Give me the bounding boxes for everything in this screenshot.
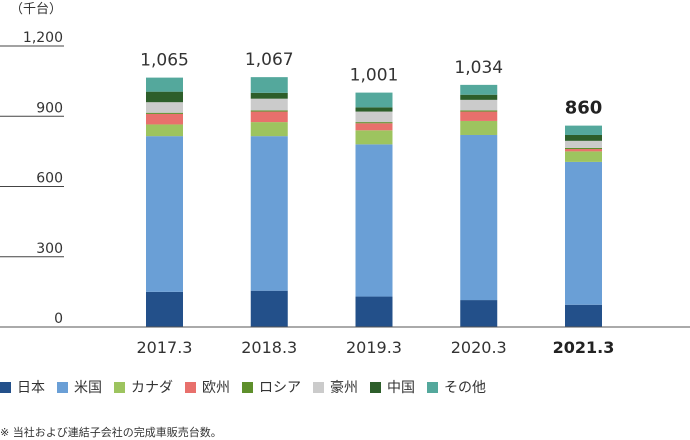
bar-segment-1 [460,300,498,327]
bar-segment-5 [355,122,393,124]
legend-item: ロシア [242,377,301,397]
legend-label: ロシア [259,380,301,396]
bar-segment-5 [146,112,183,114]
bar-segment-2 [565,161,602,305]
bar-segment-6 [565,140,602,148]
bar-segment-4 [460,111,498,121]
legend-swatch [313,381,324,393]
bar-segment-8 [355,92,393,108]
bar-total-label: 1,001 [350,66,399,86]
legend-item: 豪州 [313,377,358,397]
bar-segment-1 [355,296,393,327]
bar-total-label: 860 [565,98,603,119]
legend-swatch [370,381,381,393]
bar-segment-2 [460,134,498,301]
bar-segment-8 [250,77,288,93]
bar-segment-3 [355,130,393,145]
bar-segment-4 [250,111,288,123]
y-tick-label: 600 [36,171,63,187]
legend-item: 中国 [370,377,415,397]
bar-segment-7 [146,91,183,103]
bar-segment-3 [146,124,183,137]
bar-segment-2 [146,136,183,292]
legend-label: 欧州 [202,380,230,396]
legend-item: カナダ [114,377,173,397]
bar-segment-7 [250,92,288,99]
bar-segment-3 [565,151,602,162]
bar-segment-4 [565,149,602,152]
x-tick-label: 2017.3 [137,338,193,357]
bar-segment-7 [355,107,393,112]
bar-segment-6 [460,99,498,111]
bar-segment-3 [250,122,288,137]
legend-label: 米国 [74,380,102,396]
bar-segment-5 [460,110,498,112]
legend-label: カナダ [131,380,173,396]
stacked-bar-chart: （千台） 0 300 600 900 1,200 1,065 1,067 1,001 1,03… [0,2,690,357]
x-axis-labels: 2017.3 2018.3 2019.3 2020.3 2021.3 [137,338,615,357]
legend-swatch [242,381,253,393]
x-tick-label: 2018.3 [241,338,297,357]
legend-swatch [427,381,438,393]
bar-segment-4 [146,113,183,125]
bar-segment-6 [250,98,288,111]
x-tick-label: 2020.3 [451,338,507,357]
bar-segment-7 [460,94,498,100]
bar-segment-8 [460,84,498,95]
legend-swatch [0,381,11,393]
bar-segment-2 [250,136,288,291]
y-tick-label: 300 [36,241,63,257]
bar-segment-4 [355,123,393,131]
legend-item: 米国 [57,377,102,397]
bar-segment-1 [250,290,288,327]
bar-segment-6 [355,111,393,123]
legend-item: その他 [427,377,486,397]
x-tick-label: 2021.3 [553,338,615,357]
legend-swatch [185,381,196,393]
legend-label: 豪州 [330,380,358,396]
y-tick-label: 900 [36,100,63,116]
legend-label: その他 [444,380,486,396]
bar-segment-8 [565,125,602,135]
y-axis: 0 300 600 900 1,200 [0,30,64,327]
bar-segment-7 [565,134,602,141]
legend-item: 日本 [0,377,45,397]
legend-swatch [57,381,68,393]
bar-segment-3 [460,120,498,135]
bar-segment-1 [146,291,183,327]
bar-total-label: 1,067 [245,50,294,70]
bar-segment-8 [146,77,183,92]
legend-label: 中国 [387,380,415,396]
bar-total-labels: 1,065 1,067 1,001 1,034 860 [140,50,602,118]
legend-label: 日本 [17,380,45,396]
bar-total-label: 1,065 [140,51,189,71]
legend: 日本 米国 カナダ 欧州 ロシア 豪州 中国 その他 [0,377,498,397]
x-tick-label: 2019.3 [346,338,402,357]
y-tick-label: 0 [54,311,63,327]
legend-swatch [114,381,125,393]
bar-segment-5 [565,147,602,150]
bar-total-label: 1,034 [454,58,503,78]
bar-segment-5 [250,110,288,112]
bar-segment-1 [565,304,602,327]
y-axis-unit-label: （千台） [10,2,62,17]
footnote: ※ 当社および連結子会社の完成車販売台数。 [0,426,222,439]
bar-stacks [146,77,602,327]
bar-segment-2 [355,144,393,297]
y-tick-label: 1,200 [23,30,63,46]
legend-item: 欧州 [185,377,230,397]
bar-segment-6 [146,102,183,113]
